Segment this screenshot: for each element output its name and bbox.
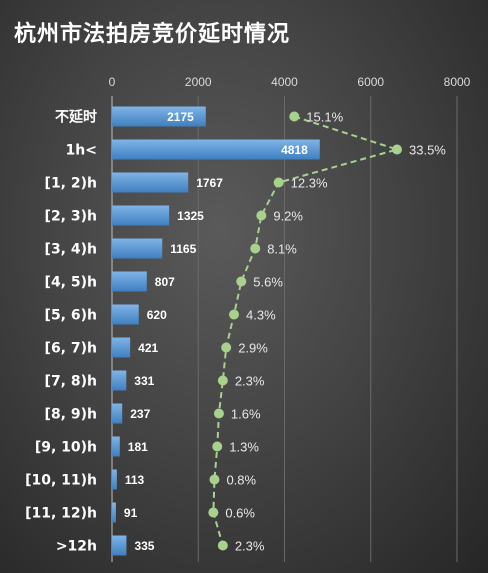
bar — [112, 535, 127, 556]
bar — [112, 205, 170, 226]
bar — [112, 436, 120, 457]
line-value-label: 1.6% — [231, 407, 261, 422]
y-tick-label: 1h< — [66, 143, 97, 159]
line-value-label: 33.5% — [409, 143, 446, 158]
line-value-label: 0.8% — [226, 473, 256, 488]
bar — [112, 370, 127, 391]
line-value-label: 0.6% — [225, 506, 255, 521]
bar-value-label: 620 — [147, 308, 167, 322]
x-tick-label: 0 — [109, 75, 116, 89]
line-point — [236, 276, 247, 287]
line-point — [221, 342, 232, 353]
line-value-label: 15.1% — [306, 110, 343, 125]
bar-value-label: 807 — [155, 275, 175, 289]
line-point — [289, 111, 300, 122]
y-tick-label: [10, 11)h — [25, 473, 97, 489]
line-point — [273, 177, 284, 188]
y-tick-label: 不延时 — [55, 109, 97, 126]
bar-value-label: 421 — [138, 341, 158, 355]
line-point — [217, 540, 228, 551]
bar-value-label: 181 — [128, 440, 148, 454]
y-tick-label: [11, 12)h — [25, 506, 97, 522]
y-tick-label: [2, 3)h — [45, 209, 97, 225]
y-tick-label: [7, 8)h — [45, 374, 97, 390]
line-point — [208, 507, 219, 518]
y-tick-label: [1, 2)h — [45, 176, 97, 192]
bar-value-label: 113 — [125, 473, 145, 487]
x-tick-label: 4000 — [271, 75, 298, 89]
y-tick-label: [6, 7)h — [45, 341, 97, 357]
line-point — [256, 210, 267, 221]
line-value-label: 2.3% — [235, 374, 265, 389]
y-tick-label: [9, 10)h — [35, 440, 97, 456]
bar-value-label: 2175 — [167, 110, 194, 124]
bar — [112, 337, 131, 358]
bar-value-label: 331 — [134, 374, 154, 388]
x-tick-label: 6000 — [357, 75, 384, 89]
bar — [112, 403, 123, 424]
bar-value-label: 1325 — [177, 209, 204, 223]
y-tick-label: [5, 6)h — [45, 308, 97, 324]
line-point — [229, 309, 240, 320]
line-point — [250, 243, 261, 254]
x-tick-label: 8000 — [444, 75, 471, 89]
bar — [112, 139, 320, 160]
chart-title: 杭州市法拍房竞价延时情况 — [14, 22, 291, 47]
line-point — [212, 441, 223, 452]
line-point — [213, 408, 224, 419]
bar-value-label: 91 — [124, 506, 138, 520]
line-point — [217, 375, 228, 386]
line-point — [209, 474, 220, 485]
bar-value-label: 237 — [130, 407, 150, 421]
x-tick-label: 2000 — [185, 75, 212, 89]
line-value-label: 12.3% — [291, 176, 328, 191]
bar — [112, 502, 116, 523]
bar-value-label: 1165 — [170, 242, 196, 256]
bar-value-label: 335 — [134, 539, 154, 553]
line-value-label: 4.3% — [246, 308, 276, 323]
bar — [112, 304, 139, 325]
line-value-label: 2.3% — [235, 539, 265, 554]
bar — [112, 106, 206, 127]
line-value-label: 5.6% — [253, 275, 283, 290]
line-value-label: 2.9% — [238, 341, 268, 356]
percentage-line — [212, 115, 401, 546]
line-value-label: 1.3% — [229, 440, 259, 455]
bar-value-label: 4818 — [281, 143, 308, 157]
bar-value-label: 1767 — [196, 176, 223, 190]
y-tick-label: [3, 4)h — [45, 242, 97, 258]
bar — [112, 469, 117, 490]
bar — [112, 172, 189, 193]
y-tick-label: >12h — [56, 539, 97, 555]
y-tick-label: [4, 5)h — [45, 275, 97, 291]
y-tick-label: [8, 9)h — [45, 407, 97, 423]
bar — [112, 271, 147, 292]
line-value-label: 8.1% — [267, 242, 297, 257]
line-value-label: 9.2% — [273, 209, 303, 224]
bar — [112, 238, 163, 259]
line-point — [392, 144, 402, 155]
